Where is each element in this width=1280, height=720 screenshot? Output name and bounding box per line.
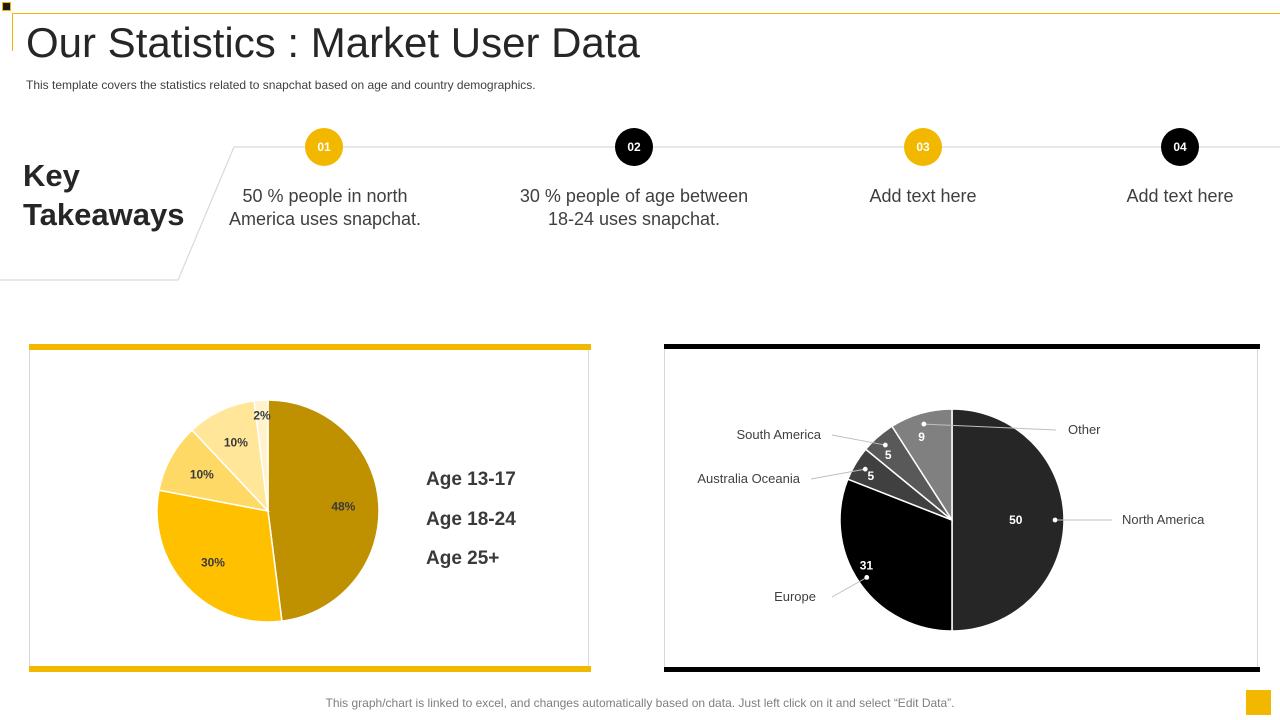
region-pie-slice-0: [951, 408, 1065, 632]
step-text-03-line1: Add text here: [869, 186, 977, 206]
step-badge-02: 02: [615, 128, 653, 166]
region-pie-value-1: 31: [860, 559, 874, 573]
region-leader-line-4: [923, 423, 1057, 431]
region-leader-dot-2: [862, 466, 868, 472]
region-pie-category-0: North America: [1122, 512, 1205, 527]
key-takeaways-heading: Key Takeaways: [23, 156, 184, 234]
region-pie-value-2: 5: [867, 469, 874, 483]
region-pie-slice-4: [890, 408, 953, 523]
age-pie-label-4: 2%: [253, 409, 271, 423]
step-badge-04: 04: [1161, 128, 1199, 166]
age-pie-label-0: 48%: [331, 499, 355, 513]
step-text-01: 50 % people in north America uses snapch…: [190, 185, 460, 231]
age-pie-slice-1: [156, 489, 283, 623]
region-card-bottom-bar: [664, 667, 1260, 672]
region-chart-card: [664, 344, 1260, 672]
region-pie-slice-1: [839, 478, 953, 632]
step-badge-03: 03: [904, 128, 942, 166]
legend-age-18-24: Age 18-24: [426, 509, 516, 530]
region-leader-dot-3: [882, 442, 888, 448]
region-leader-line-3: [831, 434, 886, 446]
legend-age-25-plus: Age 25+: [426, 548, 500, 569]
region-pie-value-3: 5: [885, 448, 892, 462]
region-card-top-bar: [664, 344, 1260, 349]
footer-note: This graph/chart is linked to excel, and…: [325, 696, 955, 710]
key-takeaways-line2: Takeaways: [23, 197, 185, 232]
region-pie-category-1: Europe: [774, 589, 816, 604]
step-text-04-line1: Add text here: [1126, 186, 1234, 206]
step-text-01-line1: 50 % people in north: [242, 186, 408, 206]
step-text-02-line2: 18-24 uses snapchat.: [547, 209, 721, 229]
corner-mark: [2, 2, 11, 11]
region-pie-category-2: Australia Oceania: [697, 471, 800, 486]
region-pie-value-0: 50: [1009, 513, 1023, 527]
step-text-02-line1: 30 % people of age between: [519, 186, 749, 206]
step-badge-01: 01: [305, 128, 343, 166]
age-pie-label-1: 30%: [201, 556, 225, 570]
key-takeaways-line1: Key: [23, 158, 80, 193]
top-rule: [12, 13, 1280, 14]
age-pie-label-3: 10%: [224, 436, 248, 450]
page-subtitle: This template covers the statistics rela…: [26, 78, 536, 92]
region-pie-category-4: Other: [1068, 422, 1101, 437]
age-pie-slice-4: [253, 399, 269, 512]
left-rule: [12, 13, 13, 51]
age-card-top-bar: [29, 344, 591, 350]
step-text-02: 30 % people of age between 18-24 uses sn…: [499, 185, 769, 231]
step-text-01-line2: America uses snapchat.: [228, 209, 422, 229]
region-leader-dot-1: [864, 574, 870, 580]
age-chart-card: [29, 344, 591, 672]
step-text-03: Add text here: [788, 185, 1058, 208]
region-leader-line-1: [831, 576, 868, 598]
footer-accent-square: [1246, 690, 1271, 715]
step-text-04: Add text here: [1045, 185, 1280, 208]
region-pie-value-4: 9: [918, 430, 925, 444]
age-pie-label-2: 10%: [190, 468, 214, 482]
page-title: Our Statistics : Market User Data: [26, 19, 640, 66]
legend-age-13-17: Age 13-17: [426, 469, 516, 490]
region-leader-dot-0: [1052, 517, 1058, 523]
age-card-bottom-bar: [29, 666, 591, 672]
region-leader-dot-4: [921, 421, 927, 427]
region-leader-line-2: [810, 468, 866, 480]
region-pie-category-3: South America: [736, 427, 821, 442]
age-pie-slice-0: [267, 399, 380, 622]
